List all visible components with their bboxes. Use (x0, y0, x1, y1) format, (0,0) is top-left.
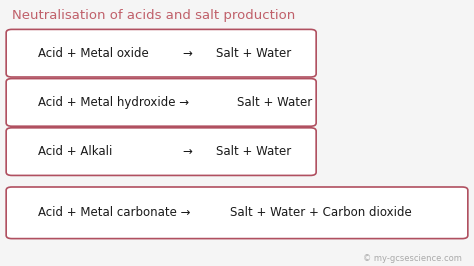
Text: Salt + Water: Salt + Water (216, 47, 291, 60)
FancyBboxPatch shape (6, 128, 316, 176)
Text: Salt + Water: Salt + Water (216, 145, 291, 158)
Text: →: → (182, 47, 192, 60)
Text: Acid + Metal carbonate →: Acid + Metal carbonate → (38, 206, 191, 219)
Text: Salt + Water + Carbon dioxide: Salt + Water + Carbon dioxide (230, 206, 411, 219)
Text: Acid + Alkali: Acid + Alkali (38, 145, 112, 158)
FancyBboxPatch shape (6, 187, 468, 239)
Text: →: → (182, 145, 192, 158)
Text: Neutralisation of acids and salt production: Neutralisation of acids and salt product… (12, 9, 295, 22)
Text: Acid + Metal oxide: Acid + Metal oxide (38, 47, 149, 60)
FancyBboxPatch shape (6, 79, 316, 126)
Text: © my-gcsescience.com: © my-gcsescience.com (363, 254, 462, 263)
FancyBboxPatch shape (6, 30, 316, 77)
Text: Acid + Metal hydroxide →: Acid + Metal hydroxide → (38, 96, 189, 109)
Text: Salt + Water: Salt + Water (237, 96, 312, 109)
